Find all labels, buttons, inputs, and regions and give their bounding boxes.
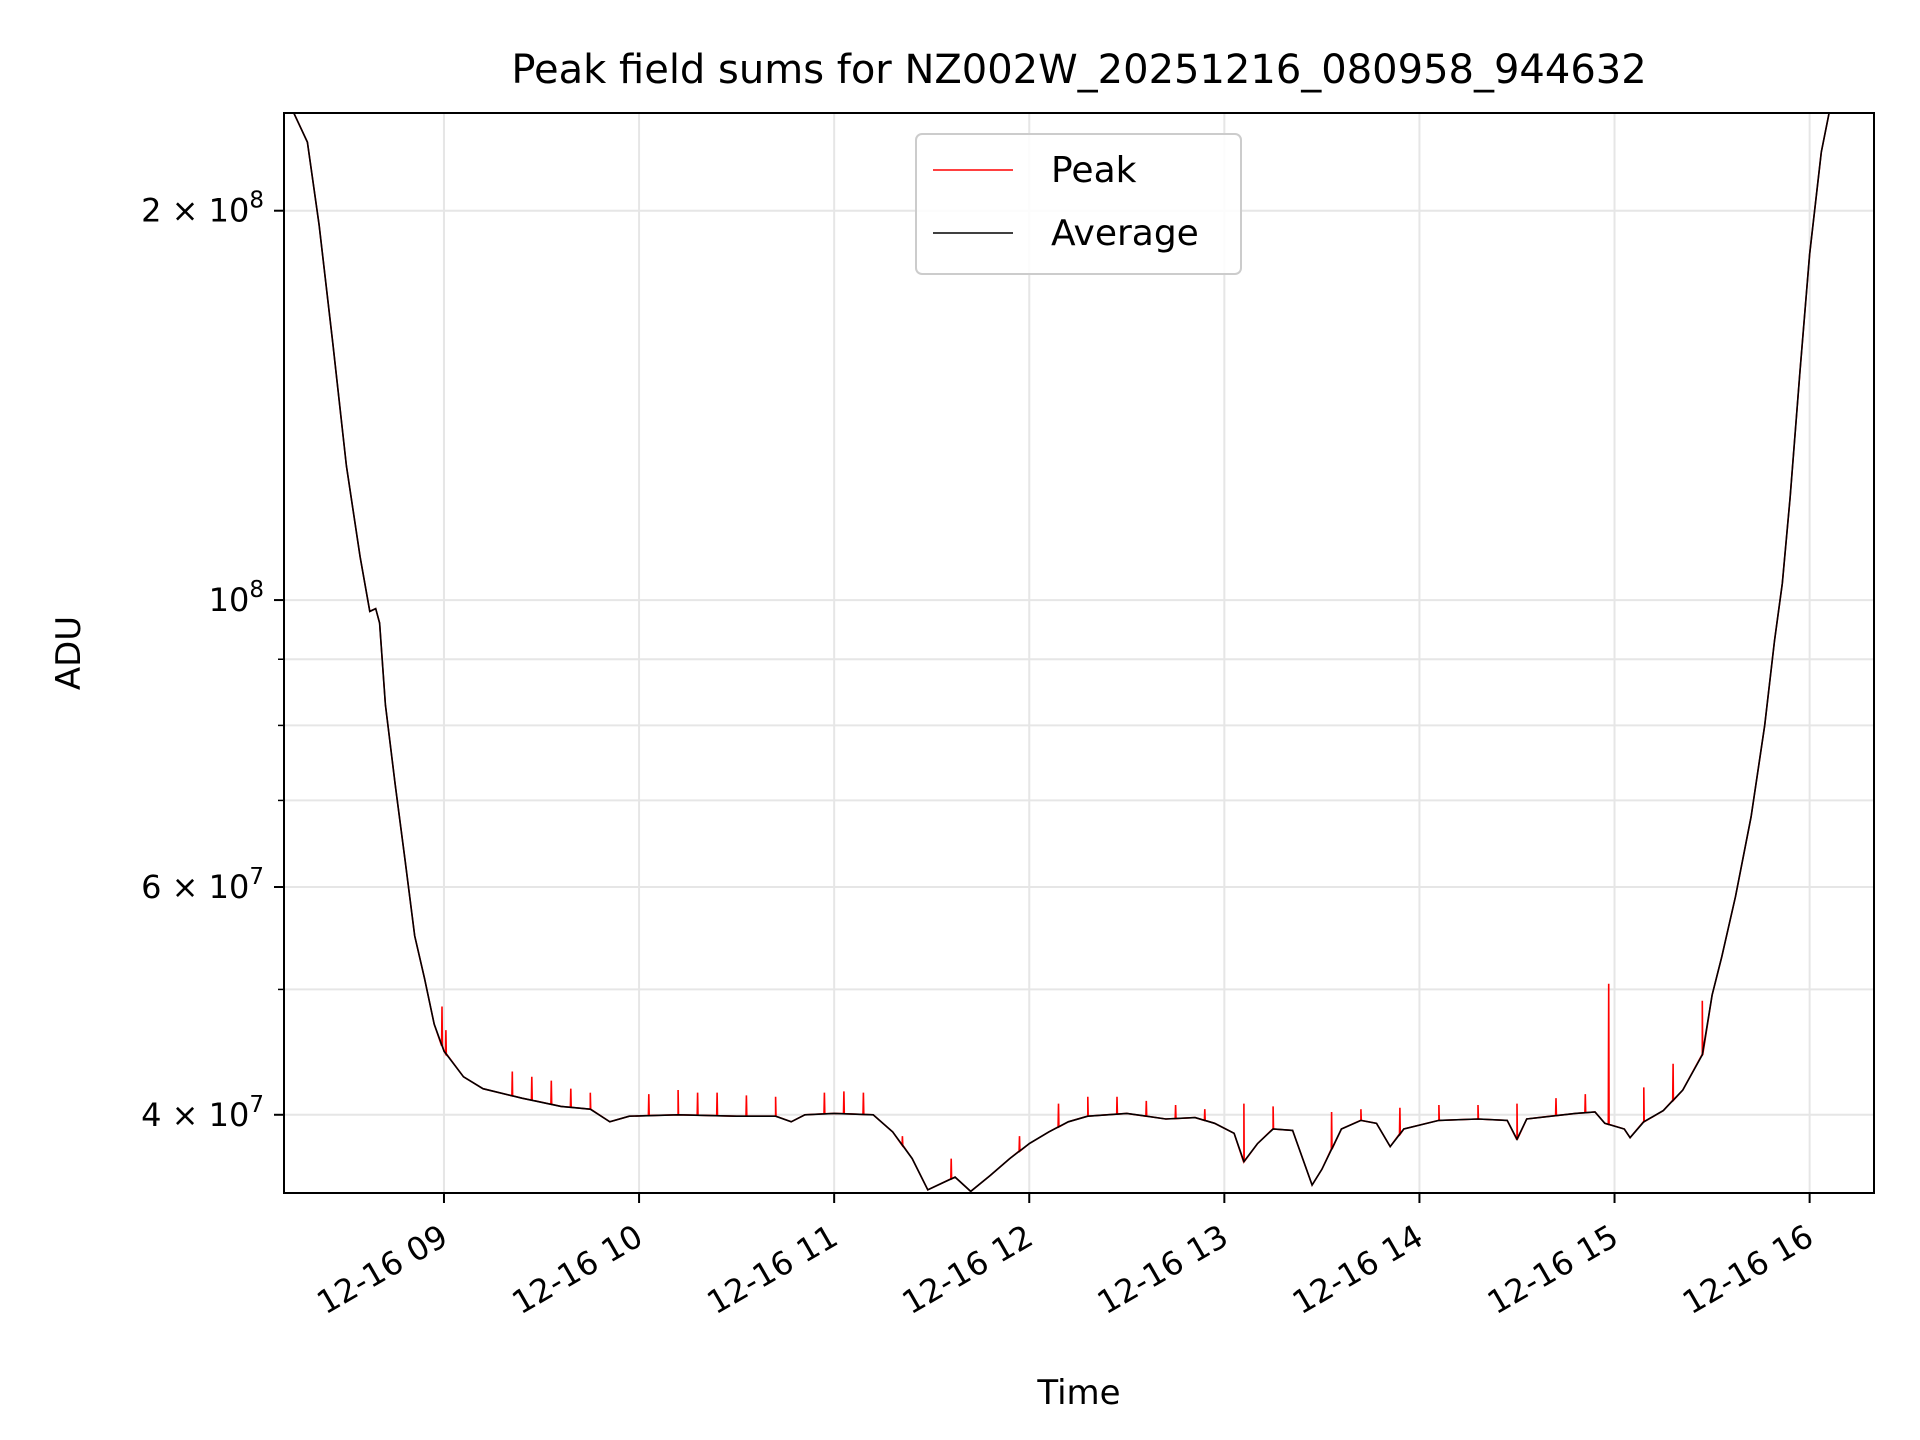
y-tick-label: 2 × 108: [141, 188, 264, 230]
y-tick-label: 4 × 107: [141, 1092, 264, 1134]
y-axis-label: ADU: [49, 616, 89, 690]
chart-title: Peak field sums for NZ002W_20251216_0809…: [511, 47, 1646, 93]
legend: Peak Average: [915, 133, 1242, 275]
grid: [284, 113, 1874, 1193]
legend-average-label: Average: [1051, 213, 1199, 254]
legend-box: [915, 133, 1242, 275]
average-series-line: [284, 113, 1874, 1193]
plot-frame: [283, 112, 1875, 1194]
y-tick-label: 108: [209, 577, 264, 619]
series-layer: [284, 113, 1874, 1193]
y-tick-label: 6 × 107: [141, 864, 264, 906]
x-axis-label: Time: [1036, 1373, 1120, 1413]
legend-peak-label: Peak: [1051, 150, 1137, 191]
